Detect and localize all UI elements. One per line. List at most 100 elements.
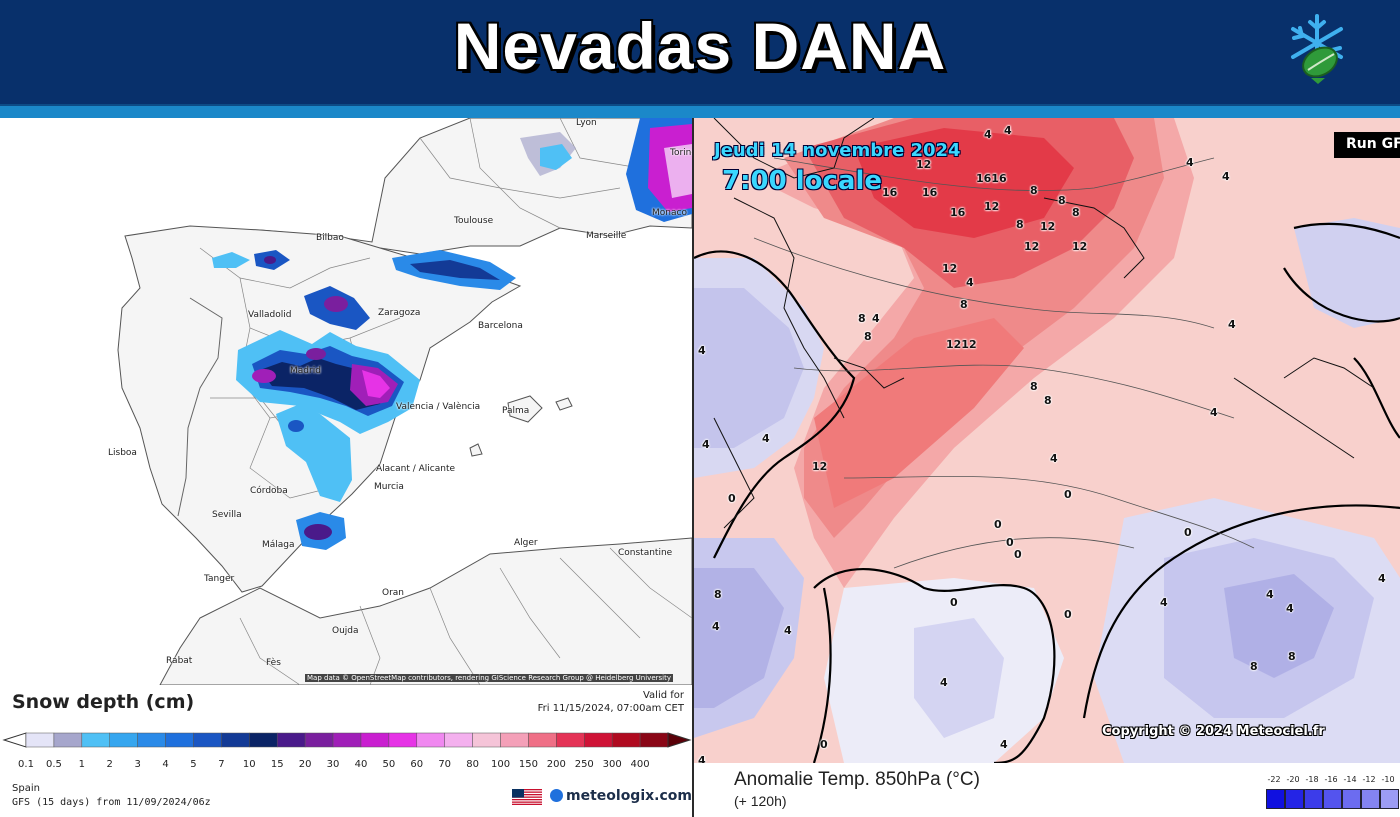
anomaly-scale-tick: -10 — [1381, 775, 1395, 784]
snow-depth-map-canvas — [0, 118, 692, 685]
contour-label: 1616 — [976, 172, 1007, 185]
city-label: Zaragoza — [378, 308, 421, 318]
anomaly-scale-tick: -14 — [1343, 775, 1357, 784]
map-attribution: Map data © OpenStreetMap contributors, r… — [305, 674, 673, 682]
contour-label: 12 — [942, 262, 958, 275]
city-label: Palma — [502, 406, 530, 416]
contour-label: 0 — [1014, 548, 1022, 561]
page-title: Nevadas DANA — [453, 9, 947, 83]
city-label: Córdoba — [250, 486, 288, 496]
anomaly-scale-swatch — [1304, 789, 1323, 809]
scale-arrow-left — [2, 732, 27, 748]
contour-label: 0 — [994, 518, 1002, 531]
meteologix-brand[interactable]: meteologix.com — [550, 788, 692, 804]
scale-label: 5 — [190, 759, 197, 770]
contour-label: 4 — [762, 432, 770, 445]
scale-swatch — [528, 732, 557, 748]
valid-label: Valid for — [642, 690, 684, 701]
contour-label: 8 — [1044, 394, 1052, 407]
contour-label: 8 — [1016, 218, 1024, 231]
anomaly-subtitle: (+ 120h) — [734, 793, 787, 809]
contour-label: 8 — [960, 298, 968, 311]
snow-depth-map[interactable]: Lyon Torino Toulouse Marseille Monaco Bi… — [0, 118, 692, 685]
contour-label: 16 — [922, 186, 938, 199]
header-banner: Nevadas DANA — [0, 0, 1400, 104]
scale-label: 80 — [466, 759, 479, 770]
contour-label: 0 — [820, 738, 828, 751]
contour-label: 16 — [950, 206, 966, 219]
contour-label: 4 — [1160, 596, 1168, 609]
anomaly-scale-tick: -22 — [1267, 775, 1281, 784]
scale-label: 2 — [106, 759, 113, 770]
city-label: Lisboa — [108, 448, 137, 458]
scale-label: 7 — [218, 759, 225, 770]
city-label: Alacant / Alicante — [376, 464, 456, 474]
scale-label: 400 — [630, 759, 650, 770]
model-run-label: GFS (15 days) from 11/09/2024/06z — [12, 797, 211, 808]
contour-label: 4 — [702, 438, 710, 451]
scale-swatch — [388, 732, 418, 748]
city-label: Lyon — [576, 118, 597, 128]
contour-label: 0 — [1184, 526, 1192, 539]
scale-label: 200 — [546, 759, 566, 770]
contour-label: 12 — [1040, 220, 1056, 233]
contour-label: 4 — [1000, 738, 1008, 751]
scale-swatch — [444, 732, 473, 748]
contour-label: 4 — [1210, 406, 1218, 419]
contour-label: 8 — [1030, 380, 1038, 393]
scale-label: 4 — [162, 759, 169, 770]
city-label: Valencia / València — [396, 402, 481, 412]
city-label: Oujda — [332, 626, 359, 636]
city-label: Monaco — [652, 208, 687, 218]
city-label: Toulouse — [454, 216, 494, 226]
scale-swatch — [416, 732, 445, 748]
anomaly-legend: Anomalie Temp. 850hPa (°C) (+ 120h) -22-… — [694, 763, 1400, 817]
panel-divider — [692, 118, 694, 817]
anomaly-scale-swatch — [1266, 789, 1285, 809]
contour-label: 0 — [728, 492, 736, 505]
city-label: Málaga — [262, 540, 295, 550]
anomaly-scale-swatch — [1323, 789, 1342, 809]
anomaly-scale-tick: -16 — [1324, 775, 1338, 784]
temperature-anomaly-map[interactable]: 4 4 4 4 12 16 16 16 1616 12 8 8 8 8 12 1… — [694, 118, 1400, 763]
scale-label: 50 — [382, 759, 396, 770]
contour-label: 4 — [984, 128, 992, 141]
contour-label: 12 — [1072, 240, 1088, 253]
valid-time: Valid for Fri 11/15/2024, 07:00am CET — [538, 689, 684, 715]
contour-label: 16 — [882, 186, 898, 199]
scale-swatch — [193, 732, 222, 748]
scale-swatch — [360, 732, 390, 748]
scale-swatch — [639, 732, 669, 748]
city-label: Fès — [266, 658, 281, 668]
contour-label: 4 — [1266, 588, 1274, 601]
scale-label: 15 — [270, 759, 284, 770]
legend-title: Snow depth (cm) — [12, 691, 195, 713]
scale-label: 30 — [326, 759, 340, 770]
contour-label: 8 — [1288, 650, 1296, 663]
contour-label: 8 — [1058, 194, 1066, 207]
contour-label: 4 — [712, 620, 720, 633]
city-label: Rabat — [166, 656, 193, 666]
contour-label: 8 — [864, 330, 872, 343]
anomaly-scale-tick: -12 — [1362, 775, 1376, 784]
contour-label: 0 — [1064, 608, 1072, 621]
city-label: Sevilla — [212, 510, 242, 520]
contour-label: 4 — [966, 276, 974, 289]
model-run-badge: Run GF — [1334, 132, 1400, 158]
copyright-notice: Copyright © 2024 Meteociel.fr — [1102, 724, 1325, 739]
header-stripe — [0, 104, 1400, 118]
city-label: Barcelona — [478, 321, 523, 331]
scale-swatch — [276, 732, 306, 748]
contour-label: 8 — [714, 588, 722, 601]
contour-label: 1212 — [946, 338, 977, 351]
scale-label: 1 — [78, 759, 85, 770]
anomaly-scale-swatch — [1380, 789, 1399, 809]
scale-swatch — [109, 732, 138, 748]
contour-label: 4 — [1378, 572, 1386, 585]
scale-label: 10 — [242, 759, 256, 770]
us-flag-icon — [512, 789, 542, 805]
scale-arrow-right — [667, 732, 692, 748]
meteologix-label: meteologix.com — [566, 788, 692, 804]
anomaly-scale-tick: -18 — [1305, 775, 1319, 784]
scale-swatch — [53, 732, 83, 748]
